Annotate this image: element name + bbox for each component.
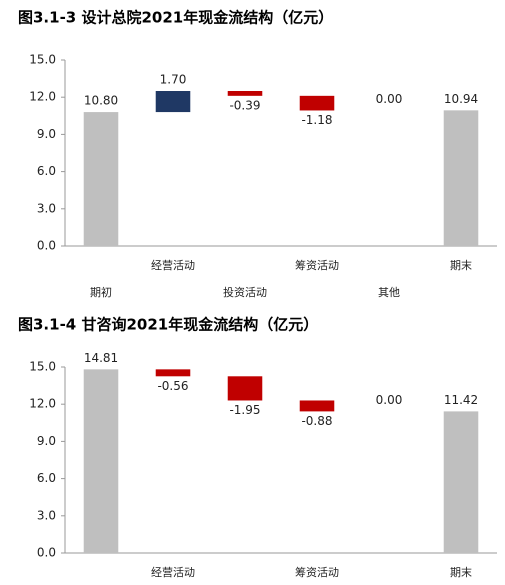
y-tick-label: 6.0 (37, 164, 56, 178)
bar (299, 400, 335, 412)
x-tick-label: 期初 (90, 285, 112, 299)
bar (83, 112, 119, 246)
y-tick-label: 15.0 (29, 53, 56, 67)
value-label: 10.94 (444, 92, 478, 106)
value-label: -0.88 (301, 414, 332, 428)
chart-title: 图3.1-3 设计总院2021年现金流结构（亿元） (18, 9, 333, 27)
value-label: 10.80 (84, 94, 118, 108)
y-tick-label: 3.0 (37, 508, 56, 522)
y-tick-label: 6.0 (37, 471, 56, 485)
y-tick-label: 0.0 (37, 546, 56, 560)
x-tick-label: 经营活动 (151, 258, 195, 272)
value-label: -1.18 (301, 113, 332, 127)
x-tick-label: 投资活动 (223, 285, 267, 299)
y-tick-label: 9.0 (37, 127, 56, 141)
bar (227, 91, 263, 96)
x-tick-label: 筹资活动 (295, 565, 339, 579)
x-tick-label: 期末 (450, 565, 472, 579)
x-tick-label: 经营活动 (151, 565, 195, 579)
x-tick-label: 其他 (378, 286, 400, 299)
bar (227, 376, 263, 401)
value-label: 14.81 (84, 351, 118, 365)
bar (443, 110, 479, 247)
value-label: -1.95 (229, 403, 260, 417)
value-label: -0.39 (229, 98, 260, 112)
x-tick-label: 筹资活动 (295, 258, 339, 272)
value-label: 1.70 (160, 73, 187, 87)
y-tick-label: 3.0 (37, 201, 56, 215)
bar (299, 95, 335, 111)
y-tick-label: 0.0 (37, 239, 56, 253)
bar (443, 411, 479, 553)
bar (155, 369, 191, 377)
bar (83, 369, 119, 553)
value-label: 11.42 (444, 393, 478, 407)
bar (155, 91, 191, 113)
y-tick-label: 9.0 (37, 434, 56, 448)
y-tick-label: 12.0 (29, 90, 56, 104)
y-tick-label: 15.0 (29, 360, 56, 374)
value-label: 0.00 (376, 393, 403, 407)
value-label: 0.00 (376, 92, 403, 106)
value-label: -0.56 (157, 379, 188, 393)
x-tick-label: 期末 (450, 258, 472, 272)
chart-title: 图3.1-4 甘咨询2021年现金流结构（亿元） (18, 316, 318, 334)
y-tick-label: 12.0 (29, 397, 56, 411)
